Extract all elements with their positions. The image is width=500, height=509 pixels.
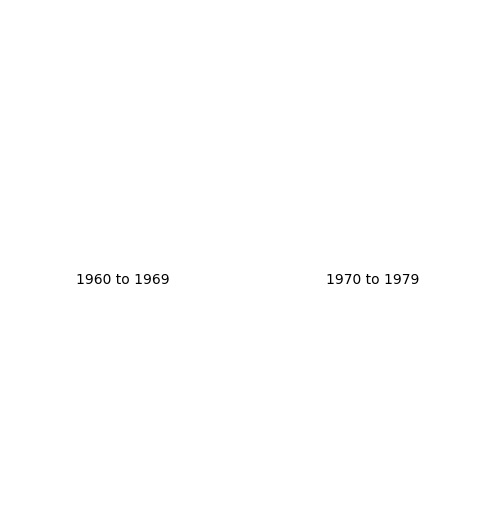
Text: 1970 to 1979: 1970 to 1979 [326,273,419,287]
Text: 1960 to 1969: 1960 to 1969 [76,273,170,287]
